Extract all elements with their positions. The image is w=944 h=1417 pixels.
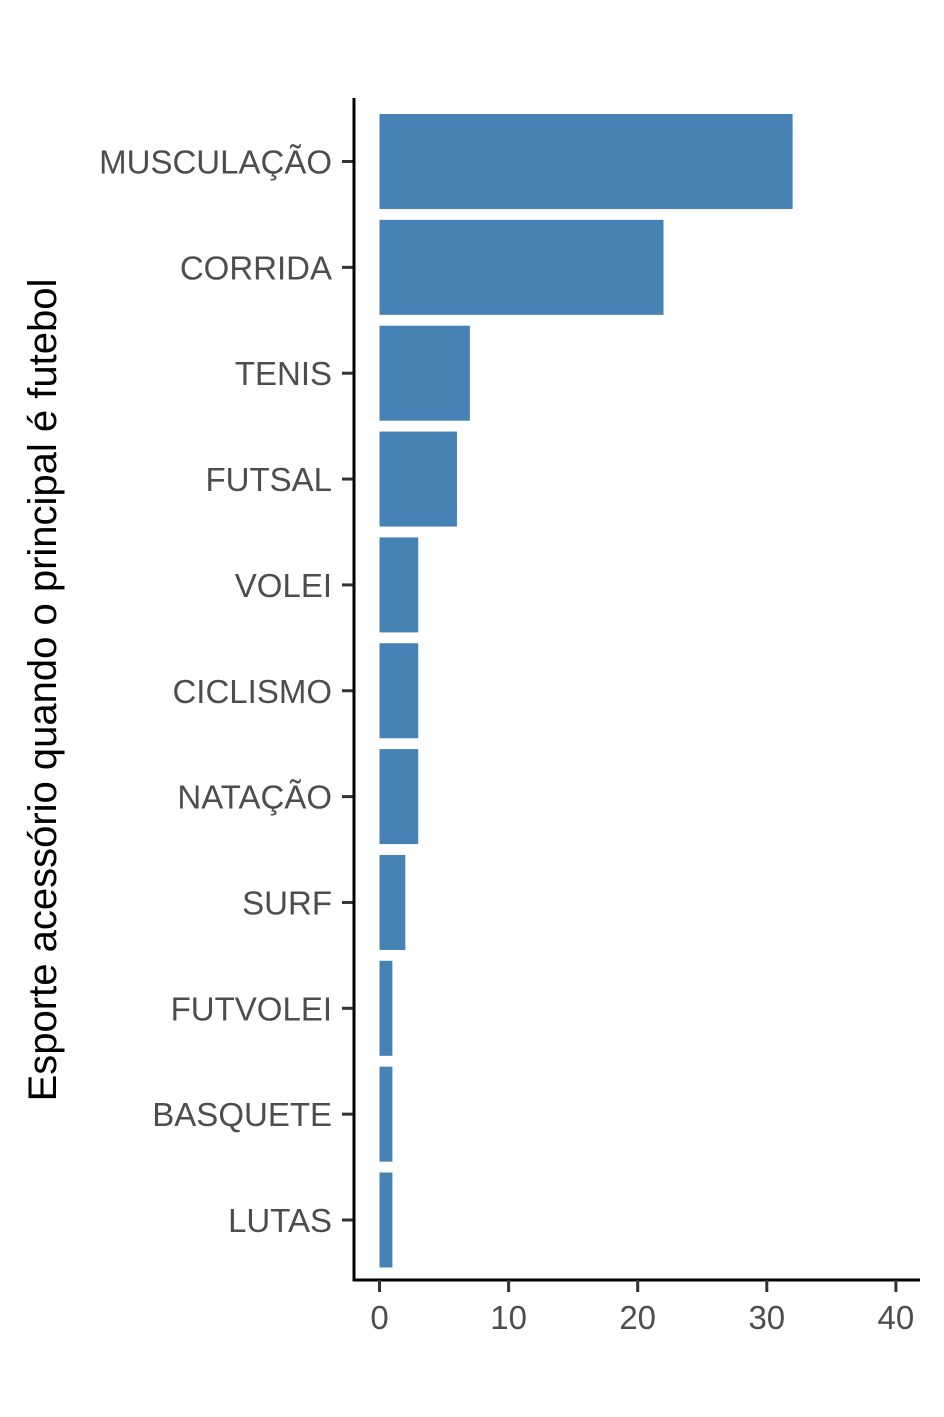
y-tick-label: SURF	[242, 884, 332, 921]
y-tick-label: BASQUETE	[152, 1096, 332, 1133]
y-tick-label: VOLEI	[235, 567, 332, 604]
bar-futvolei	[379, 960, 393, 1056]
y-tick-label: FUTSAL	[205, 461, 332, 498]
x-tick-label: 20	[619, 1299, 656, 1336]
x-tick-label: 0	[370, 1299, 388, 1336]
y-tick-label: LUTAS	[228, 1202, 332, 1239]
x-tick-label: 30	[748, 1299, 785, 1336]
bar-musculacao	[379, 114, 793, 209]
y-tick-label: FUTVOLEI	[171, 990, 332, 1027]
y-axis-title: Esporte acessório quando o principal é f…	[21, 279, 65, 1102]
y-tick-label: MUSCULAÇÃO	[99, 144, 332, 181]
y-axis: MUSCULAÇÃO CORRIDA TENIS FUTSAL VOLEI CICLISM…	[99, 98, 356, 1282]
y-tick-label: TENIS	[235, 355, 332, 392]
bar-futsal	[379, 431, 457, 527]
x-tick-label: 40	[878, 1299, 915, 1336]
bar-corrida	[379, 219, 664, 315]
bar-tenis	[379, 325, 470, 421]
y-tick-label: CICLISMO	[172, 673, 332, 710]
bar-volei	[379, 537, 419, 633]
bars-group	[379, 114, 793, 1268]
x-axis: 0 10 20 30 40	[352, 1278, 920, 1336]
x-tick-label: 10	[490, 1299, 527, 1336]
bar-basquete	[379, 1066, 393, 1162]
bar-surf	[379, 854, 406, 950]
bar-ciclismo	[379, 643, 419, 739]
y-tick-label: NATAÇÃO	[177, 779, 332, 816]
bar-natacao	[379, 749, 419, 845]
bar-lutas	[379, 1172, 393, 1268]
y-tick-label: CORRIDA	[180, 249, 332, 286]
